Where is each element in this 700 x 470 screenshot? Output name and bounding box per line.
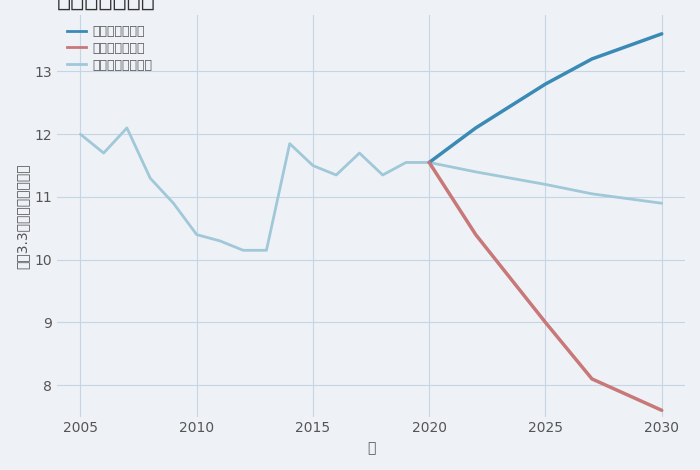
ノーマルシナリオ	[286, 141, 294, 147]
Text: 土地の価格推移: 土地の価格推移	[57, 0, 156, 10]
ノーマルシナリオ	[356, 150, 364, 156]
Line: グッドシナリオ: グッドシナリオ	[429, 34, 662, 163]
グッドシナリオ	[588, 56, 596, 62]
ノーマルシナリオ	[146, 175, 155, 181]
グッドシナリオ	[425, 160, 433, 165]
ノーマルシナリオ	[122, 125, 131, 131]
ノーマルシナリオ	[239, 248, 247, 253]
グッドシナリオ	[541, 81, 550, 87]
ノーマルシナリオ	[216, 238, 224, 244]
バッドシナリオ	[588, 376, 596, 382]
ノーマルシナリオ	[332, 172, 340, 178]
ノーマルシナリオ	[193, 232, 201, 237]
ノーマルシナリオ	[402, 160, 410, 165]
Line: ノーマルシナリオ: ノーマルシナリオ	[80, 128, 429, 251]
ノーマルシナリオ	[379, 172, 387, 178]
ノーマルシナリオ	[425, 160, 433, 165]
X-axis label: 年: 年	[367, 441, 375, 455]
ノーマルシナリオ	[262, 248, 271, 253]
バッドシナリオ	[657, 407, 666, 413]
バッドシナリオ	[541, 320, 550, 325]
ノーマルシナリオ	[76, 132, 85, 137]
Legend: グッドシナリオ, バッドシナリオ, ノーマルシナリオ: グッドシナリオ, バッドシナリオ, ノーマルシナリオ	[64, 21, 156, 75]
Y-axis label: 坪（3.3㎡）単価（万円）: 坪（3.3㎡）単価（万円）	[15, 163, 29, 268]
バッドシナリオ	[425, 160, 433, 165]
ノーマルシナリオ	[309, 163, 317, 168]
Line: バッドシナリオ: バッドシナリオ	[429, 163, 662, 410]
バッドシナリオ	[472, 232, 480, 237]
ノーマルシナリオ	[169, 200, 178, 206]
ノーマルシナリオ	[99, 150, 108, 156]
グッドシナリオ	[472, 125, 480, 131]
グッドシナリオ	[657, 31, 666, 37]
